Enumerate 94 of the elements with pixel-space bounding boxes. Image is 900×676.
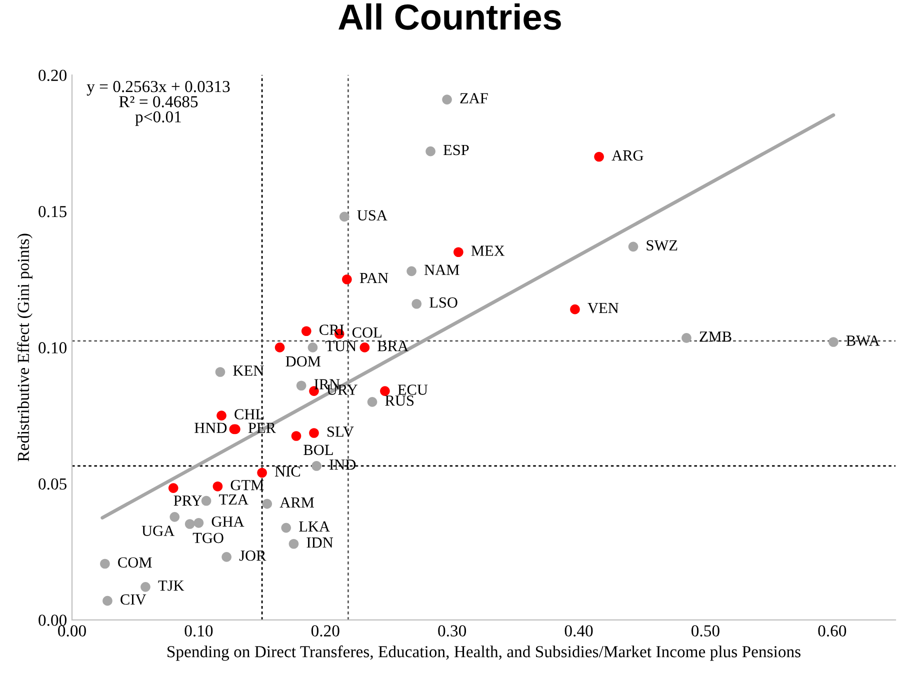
x-tick-label: 0.20 [311,625,340,637]
point [281,522,292,533]
point [201,496,212,506]
point [570,304,580,314]
point [380,386,390,396]
data-label: DOM [286,356,321,367]
data-label: RUS [385,396,414,406]
data-label: UGA [142,526,175,536]
chart-title: All Countries [338,3,561,30]
y-axis-title: Redistributive Effect (Gini points) [17,234,32,462]
point [339,212,350,222]
data-label: ESP [443,144,469,156]
data-label: TJK [158,580,184,591]
data-label: GTM [230,480,264,490]
point [301,326,312,336]
data-label: GHA [212,516,244,527]
point [594,152,604,162]
x-tick-label: 0.00 [58,625,86,637]
point [406,266,416,276]
data-label: BWA [846,336,880,346]
point [628,242,638,252]
point [215,367,226,377]
y-tick-label: 0.15 [38,206,66,218]
data-label: LSO [430,297,458,308]
point [140,582,150,592]
point [222,552,232,562]
point [288,538,299,549]
point [194,518,204,528]
point [360,342,370,352]
data-label: SWZ [646,240,678,251]
data-label: IND [330,460,356,470]
data-label: CHL [234,409,264,420]
x-tick-label: 0.30 [438,625,466,637]
data-label: ECU [398,384,428,395]
point [308,342,318,352]
data-label: USA [357,210,388,221]
point [454,247,464,258]
data-label: NAM [424,264,460,275]
point [291,431,302,441]
y-tick-label: 0.10 [38,342,67,354]
data-label: MEX [471,246,505,256]
x-axis-title: Spending on Direct Transferes, Education, Health, and Subsidies/Market Income plus Pensions [168,645,800,661]
point [342,274,352,284]
point [170,512,180,522]
data-label: JOR [239,550,266,561]
data-label: PAN [360,272,388,284]
data-label: PRY [174,496,202,506]
data-label: TUN [325,341,356,352]
data-label: HND [194,422,227,433]
point [168,483,178,493]
data-label: BOL [304,444,333,456]
y-tick-label: 0.05 [38,478,66,490]
point [257,468,267,478]
point [274,342,285,352]
data-label: TGO [192,532,224,544]
y-tick-label: 0.20 [38,70,67,82]
data-label: CIV [120,594,146,605]
data-label: TZA [219,494,248,505]
data-label: SLV [328,426,354,437]
point [262,498,272,509]
data-label: ARG [612,150,644,161]
point [309,428,319,438]
x-tick-label: 0.50 [692,625,720,637]
point [442,94,452,104]
data-label: COL [352,327,382,338]
point [184,519,195,529]
x-tick-label: 0.40 [564,625,593,637]
data-label: IDN [306,538,334,548]
data-label: ZAF [460,93,488,104]
data-label: KEN [233,366,264,376]
point [296,380,306,391]
data-label: ARM [280,497,314,508]
data-label: CRI [320,324,344,335]
x-tick-label: 0.60 [818,625,846,637]
data-label: COM [118,557,152,568]
point [367,397,378,407]
point [100,558,110,569]
point [102,596,112,606]
point [216,410,226,420]
data-label: LKA [299,521,330,532]
x-tick-label: 0.10 [184,625,213,637]
data-label: BRA [378,341,408,352]
data-label: ZMB [700,332,732,342]
point [828,337,838,347]
data-label: PER [248,422,276,433]
point [412,298,422,309]
annotation: y = 0.2563x + 0.0313 R² = 0.4685 p<0.01 [86,80,230,126]
point [682,333,692,343]
point [212,481,223,492]
data-label: NIC [274,466,300,477]
y-tick-label: 0.00 [38,614,67,626]
data-label: VEN [588,302,619,314]
point [426,146,436,156]
point [312,461,322,471]
